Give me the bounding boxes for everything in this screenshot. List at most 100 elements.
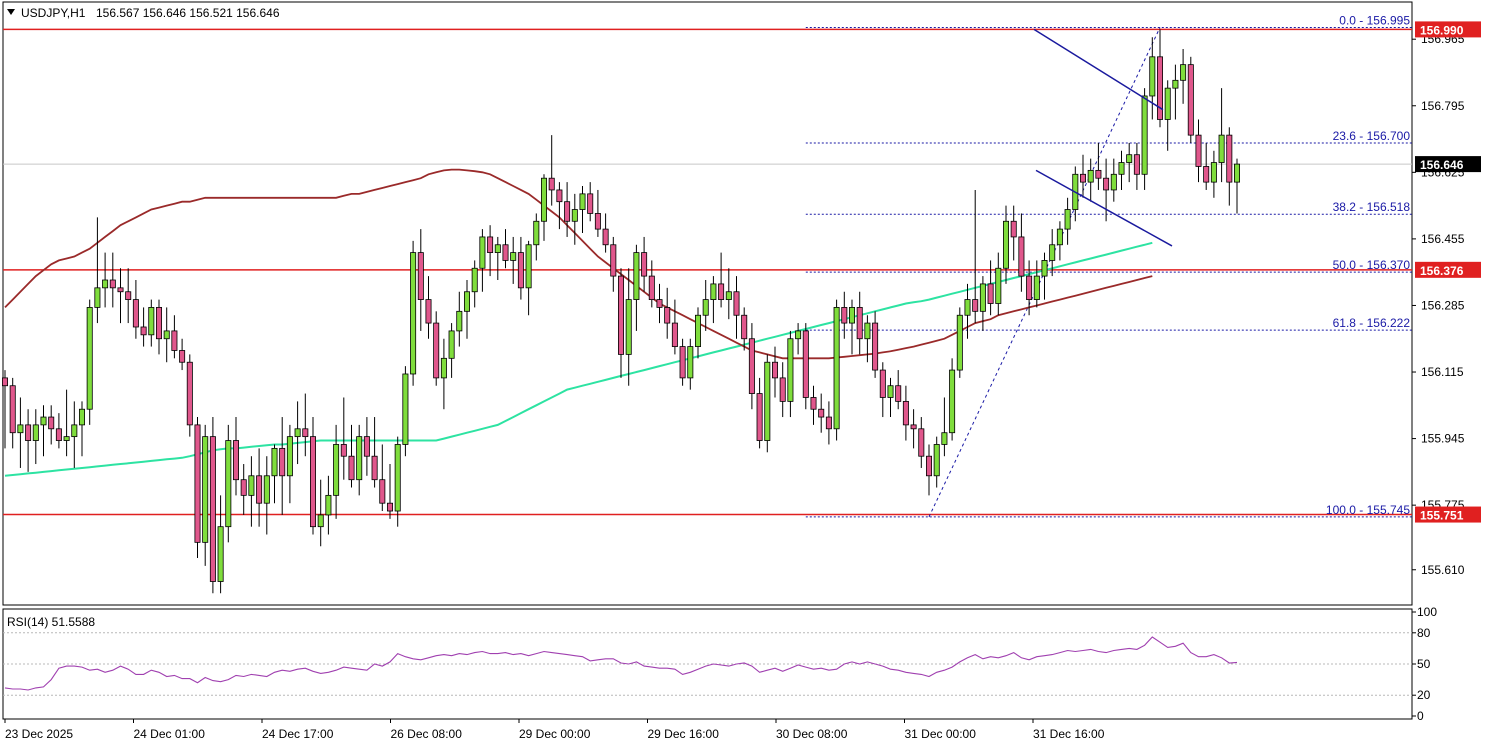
bullish-candle-body xyxy=(1110,173,1117,191)
bullish-candle-body xyxy=(40,416,47,426)
candle xyxy=(964,283,971,339)
candle xyxy=(1133,142,1140,190)
bullish-candle-body xyxy=(263,475,270,504)
candle xyxy=(926,444,933,496)
bullish-candle-body xyxy=(579,193,586,210)
candle xyxy=(440,338,447,410)
candle xyxy=(864,315,871,363)
bearish-candle-body xyxy=(902,400,909,426)
bullish-candle-body xyxy=(86,307,93,410)
bearish-candle-body xyxy=(348,455,355,481)
bullish-candle-body xyxy=(1149,56,1156,97)
bullish-candle-body xyxy=(849,307,856,324)
candle xyxy=(102,252,109,308)
candle xyxy=(656,283,663,324)
candle xyxy=(902,385,909,441)
bearish-candle-body xyxy=(2,377,8,387)
bullish-candle-body xyxy=(1041,260,1048,277)
candle xyxy=(186,354,193,437)
candle xyxy=(286,424,293,504)
trend-channel xyxy=(1033,28,1173,247)
bullish-candle-body xyxy=(448,330,455,359)
bullish-candle-body xyxy=(440,357,447,379)
bullish-candle-body xyxy=(1141,95,1148,175)
candle xyxy=(117,268,124,324)
bearish-candle-body xyxy=(918,428,925,457)
candle xyxy=(1187,56,1194,143)
bullish-candle-body xyxy=(1003,220,1010,269)
bearish-candle-body xyxy=(1080,173,1087,183)
x-tick-label: 24 Dec 17:00 xyxy=(262,727,334,741)
bearish-candle-body xyxy=(987,283,994,304)
bullish-candle-body xyxy=(833,307,840,430)
bullish-candle-body xyxy=(294,428,301,438)
bullish-candle-body xyxy=(795,330,802,340)
bearish-candle-body xyxy=(109,279,116,289)
price-tag xyxy=(1415,506,1481,523)
candle xyxy=(348,424,355,488)
candle xyxy=(741,307,748,351)
candle xyxy=(371,417,378,488)
candle xyxy=(941,397,948,457)
candle xyxy=(972,189,979,324)
x-tick-label: 24 Dec 01:00 xyxy=(134,727,206,741)
candle xyxy=(456,291,463,347)
bullish-candle-body xyxy=(32,424,39,441)
candle xyxy=(32,409,39,465)
bullish-candle-body xyxy=(1126,154,1133,163)
bullish-candle-body xyxy=(949,369,956,434)
candle xyxy=(471,260,478,308)
bearish-candle-body xyxy=(1026,275,1033,300)
candle xyxy=(79,401,86,457)
x-tick-label: 23 Dec 2025 xyxy=(5,727,73,741)
fibonacci-retracement: 0.0 - 156.995 23.6 - 156.700 38.2 - 156.51… xyxy=(805,13,1412,518)
candle xyxy=(1110,158,1117,202)
candle xyxy=(394,436,401,527)
candle xyxy=(648,260,655,308)
bullish-candle-body xyxy=(471,267,478,293)
candle xyxy=(479,229,486,292)
candle xyxy=(433,311,440,386)
bullish-candle-body xyxy=(956,314,963,371)
bearish-candle-body xyxy=(825,416,832,430)
bearish-candle-body xyxy=(186,361,193,426)
fib-level-label: 100.0 - 155.745 xyxy=(1326,503,1410,517)
candle xyxy=(86,299,93,425)
bearish-candle-body xyxy=(879,369,886,398)
candle xyxy=(956,307,963,378)
y-tick-label: 156.285 xyxy=(1421,298,1465,312)
candle xyxy=(263,456,270,535)
candle xyxy=(9,377,16,449)
x-tick-label: 31 Dec 00:00 xyxy=(905,727,977,741)
bullish-candle-body xyxy=(1210,162,1217,183)
bearish-candle-body xyxy=(379,479,386,504)
bearish-candle-body xyxy=(671,322,678,347)
candle xyxy=(1103,158,1110,222)
candle xyxy=(1018,213,1025,292)
fib-level-label: 61.8 - 156.222 xyxy=(1333,316,1411,330)
bullish-candle-body xyxy=(964,299,971,316)
candle xyxy=(918,417,925,468)
candle xyxy=(325,475,332,535)
candle xyxy=(995,252,1002,316)
price-tag-label: 156.990 xyxy=(1420,23,1464,37)
candle xyxy=(772,346,779,398)
candle xyxy=(379,444,386,512)
bearish-candle-body xyxy=(926,455,933,477)
bullish-candle-body xyxy=(356,436,363,481)
bearish-candle-body xyxy=(209,436,216,582)
bullish-candle-body xyxy=(63,436,70,441)
bearish-candle-body xyxy=(1203,166,1210,183)
collapse-triangle-icon[interactable] xyxy=(7,9,15,15)
candle xyxy=(448,323,455,378)
candle xyxy=(179,338,186,371)
bearish-candle-body xyxy=(502,244,509,261)
bullish-candle-body xyxy=(17,424,24,434)
candle xyxy=(587,182,594,222)
bullish-candle-body xyxy=(456,310,463,332)
bearish-candle-body xyxy=(309,436,316,528)
candle xyxy=(425,276,432,339)
candle xyxy=(109,252,116,308)
bearish-candle-body xyxy=(232,440,239,481)
candle xyxy=(140,307,147,347)
